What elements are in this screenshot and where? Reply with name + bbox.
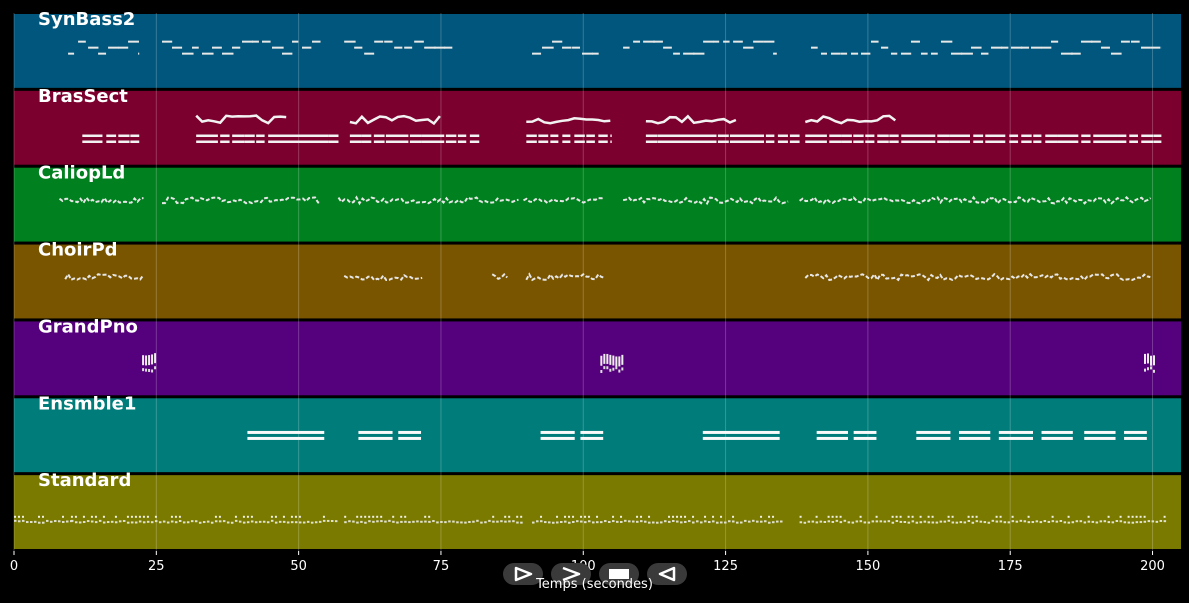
track-labels: SynBass2 BrasSect CaliopLd ChoirPd GrandPno E… [38,9,138,491]
track-label-standard: Standard [38,470,131,491]
note-segment [1143,353,1155,373]
note-segment [82,134,140,144]
rewind-button[interactable] [647,563,687,585]
note-segment [916,430,951,440]
x-tick-label: 125 [713,559,738,574]
note-segment [580,430,604,440]
x-tick-label: 75 [433,559,450,574]
stop-icon [609,569,629,579]
note-segment [622,195,789,206]
track-label-ensmble1: Ensmble1 [38,393,136,414]
note-segment [398,430,422,440]
note-segment [532,515,783,524]
note-segment [58,195,144,205]
rewind-icon [658,566,676,582]
x-tick-label: 25 [148,559,165,574]
note-segment [1041,430,1073,440]
note-segment [623,40,777,55]
note-segment [810,40,1162,55]
note-segment [804,272,1151,282]
track-label-brassect: BrasSect [38,86,128,107]
note-segment [1084,430,1116,440]
chevron-right-icon [562,566,581,582]
note-segment [337,195,519,206]
play-icon [514,566,533,582]
track-bands [14,14,1181,549]
note-segment [1124,430,1147,440]
track-label-caliopld: CaliopLd [38,163,125,184]
note-segment [195,114,339,144]
note-segment [958,430,991,440]
x-tick-label: 150 [855,559,880,574]
note-segment [142,353,157,373]
track-notes-brassect [82,114,1162,144]
note-segment [853,430,877,440]
track-band-ensmble1 [14,398,1181,473]
track-notes-grandpno [142,353,1155,374]
note-segment [998,430,1033,440]
note-segment [532,40,599,55]
note-segment [816,430,848,440]
track-band-grandpno [14,321,1181,396]
track-band-choirpd [14,244,1181,319]
track-band-standard [14,475,1181,549]
track-band-caliopld [14,167,1181,242]
note-segment [645,114,800,144]
note-segment [68,40,140,55]
track-label-grandpno: GrandPno [38,316,138,337]
x-tick-label: 50 [290,559,307,574]
note-segment [702,430,780,440]
note-segment [491,272,508,280]
note-segment [247,430,325,440]
stop-button[interactable] [599,563,639,585]
track-notes-caliopld [58,195,1152,206]
note-segment [162,196,322,205]
track-label-synbass2: SynBass2 [38,9,135,30]
note-segment [600,353,624,374]
note-segment [70,515,338,524]
x-tick-label: 175 [998,559,1023,574]
note-segment [804,114,1162,144]
x-tick-label: 0 [10,559,18,574]
track-band-brassect [14,90,1181,165]
track-label-choirpd: ChoirPd [38,240,118,261]
forward-button[interactable] [551,563,591,585]
note-segment [523,196,605,205]
track-notes-standard [14,515,1167,524]
note-segment [64,272,145,281]
track-notes-choirpd [64,272,1151,282]
note-segment [525,272,605,282]
note-segment [344,40,453,55]
note-segment [343,273,423,282]
note-segment [799,515,1167,524]
grid-lines [13,13,1154,551]
note-segment [799,195,1152,205]
track-notes-synbass2 [68,40,1162,55]
note-segment [358,430,393,440]
note-segment [344,515,523,524]
note-segment [526,117,612,144]
track-band-synbass2 [14,14,1181,88]
x-tick-label: 200 [1140,559,1165,574]
track-notes-ensmble1 [247,430,1147,440]
play-button[interactable] [503,563,543,585]
note-segment [540,430,575,440]
note-segment [162,40,321,55]
notes-layer [14,40,1167,524]
note-segment [349,114,480,144]
